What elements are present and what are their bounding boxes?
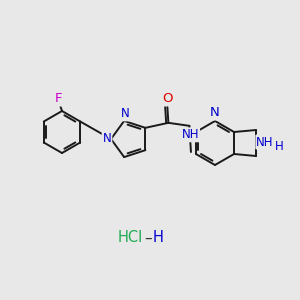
Text: N: N	[103, 131, 111, 145]
Text: NH: NH	[256, 136, 274, 148]
Text: HCl: HCl	[117, 230, 142, 245]
Text: F: F	[55, 92, 63, 106]
Text: NH: NH	[182, 128, 199, 141]
Text: O: O	[162, 92, 172, 105]
Text: –: –	[144, 230, 152, 245]
Text: H: H	[153, 230, 164, 245]
Text: N: N	[121, 107, 130, 120]
Text: H: H	[275, 140, 284, 154]
Text: N: N	[210, 106, 220, 119]
